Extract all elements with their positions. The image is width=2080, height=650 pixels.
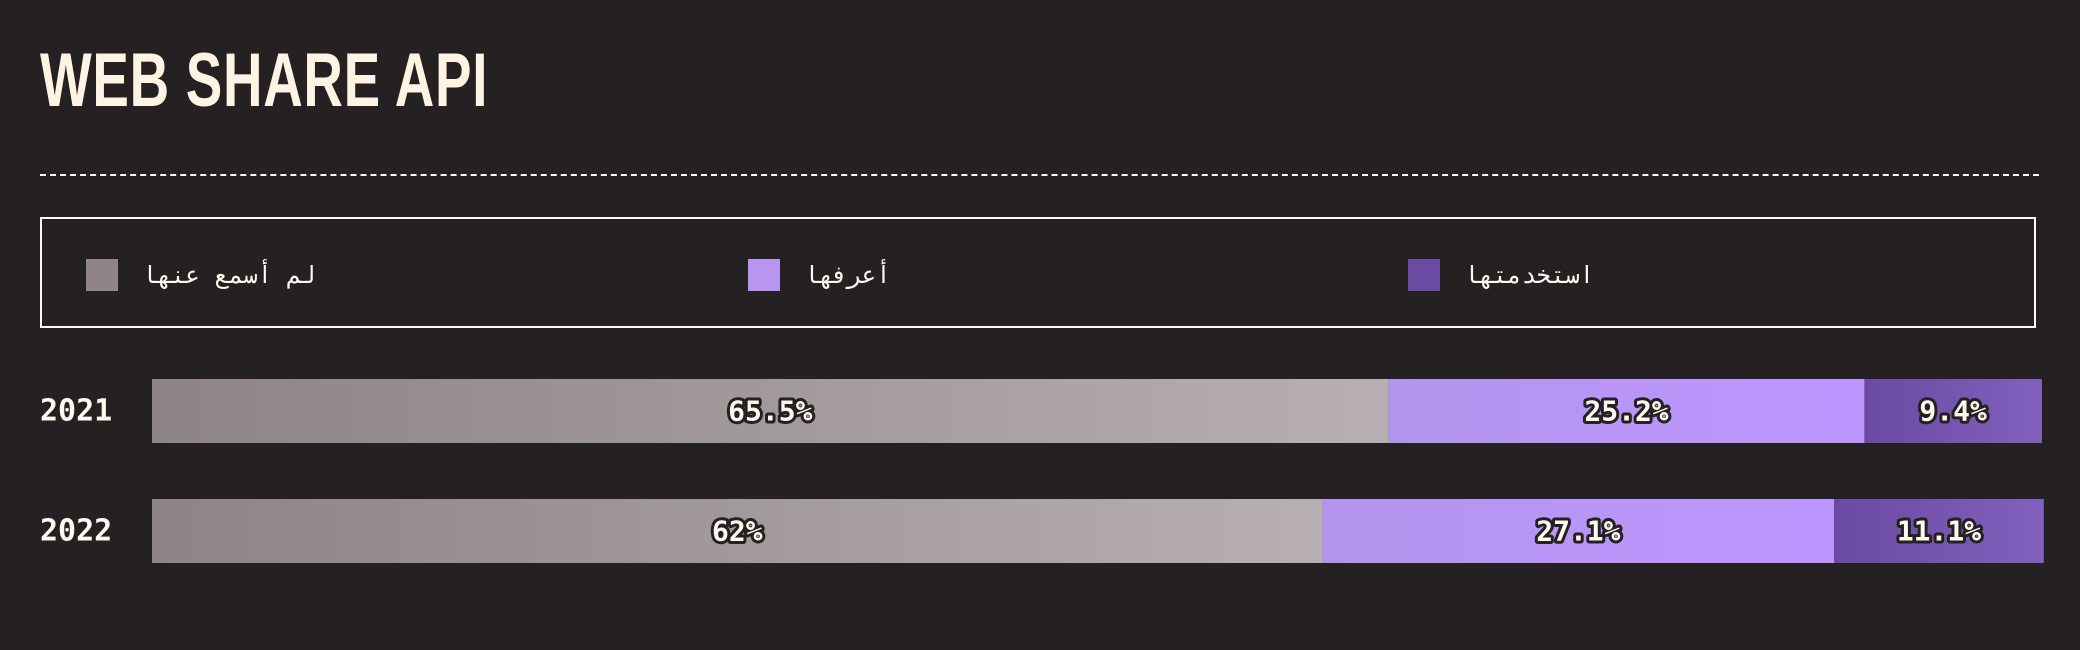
bar-segment-never-heard-2021[interactable] (152, 379, 1389, 443)
legend-swatch-know-it (748, 259, 780, 291)
legend-item-never-heard[interactable]: لم أسمع عنها (86, 259, 315, 291)
bar-row-2022: 2022 62% 27.1% 11.1% (40, 499, 2044, 563)
data-label-know-it-2021: 25.2% (1584, 395, 1668, 428)
bar-segment-used-it-2021[interactable] (1864, 379, 2042, 443)
bar-segment-never-heard-2022[interactable] (152, 499, 1323, 563)
dashed-divider (40, 174, 2039, 176)
data-label-used-it-2021: 9.4% (1919, 395, 1987, 428)
legend-label-used-it: استخدمتها (1464, 261, 1595, 289)
bars-layer: 2021 65.5% 25.2% 9.4% 2022 62% 27.1% 11.1% (40, 379, 2044, 563)
legend-item-used-it[interactable]: استخدمتها (1408, 259, 1594, 291)
data-label-never-heard-2022: 62% (712, 515, 763, 548)
year-label-2021: 2021 (40, 394, 112, 429)
year-label-2022: 2022 (40, 514, 112, 549)
legend-label-never-heard: لم أسمع عنها (142, 261, 316, 289)
data-label-know-it-2022: 27.1% (1536, 515, 1620, 548)
legend: لم أسمع عنها أعرفها استخدمتها (40, 217, 2036, 328)
data-label-used-it-2022: 11.1% (1897, 515, 1981, 548)
bar-segment-know-it-2022[interactable] (1322, 499, 1835, 563)
chart-title: WEB SHARE API (40, 38, 489, 123)
data-label-never-heard-2021: 65.5% (728, 395, 812, 428)
legend-label-know-it: أعرفها (804, 261, 891, 289)
bar-segment-know-it-2021[interactable] (1388, 379, 1865, 443)
legend-swatch-never-heard (86, 259, 118, 291)
legend-swatch-used-it (1408, 259, 1440, 291)
legend-item-know-it[interactable]: أعرفها (748, 259, 891, 291)
bar-segment-used-it-2022[interactable] (1834, 499, 2044, 563)
bar-row-2021: 2021 65.5% 25.2% 9.4% (40, 379, 2042, 443)
